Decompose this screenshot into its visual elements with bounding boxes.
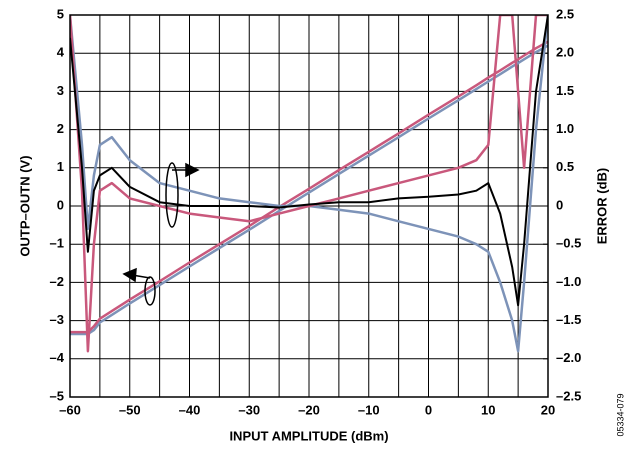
y-tick-label: –1 bbox=[50, 236, 64, 251]
annotations bbox=[122, 162, 200, 306]
y-tick-label: –2 bbox=[50, 274, 64, 289]
y-axis-label: OUTP–OUTN (V) bbox=[17, 155, 32, 256]
y2-tick-label: 2.5 bbox=[556, 6, 574, 21]
y2-tick-label: –2.0 bbox=[556, 350, 581, 365]
x-tick-label: 10 bbox=[481, 402, 495, 417]
y-tick-label: 1 bbox=[57, 159, 64, 174]
x-tick-label: –50 bbox=[119, 402, 141, 417]
ellipse bbox=[144, 276, 156, 306]
y2-axis-label: ERROR (dB) bbox=[594, 168, 609, 245]
plot-frame bbox=[69, 14, 549, 398]
y-tick-label: –4 bbox=[50, 350, 65, 365]
arrowhead bbox=[185, 162, 200, 178]
x-tick-label: 20 bbox=[541, 402, 555, 417]
x-tick-label: –10 bbox=[358, 402, 380, 417]
y2-tick-label: 0.5 bbox=[556, 159, 574, 174]
series-line bbox=[70, 15, 548, 353]
y-tick-label: 5 bbox=[57, 6, 64, 21]
series-line bbox=[70, 15, 548, 353]
y2-tick-label: 0 bbox=[556, 197, 563, 212]
x-axis-label: INPUT AMPLITUDE (dBm) bbox=[229, 428, 388, 443]
series-line bbox=[70, 44, 548, 336]
y-tick-label: 2 bbox=[57, 121, 64, 136]
y2-tick-label: –2.5 bbox=[556, 388, 581, 403]
y2-tick-label: 2.0 bbox=[556, 45, 574, 60]
series-line bbox=[70, 15, 548, 307]
arrowhead bbox=[122, 267, 137, 283]
x-tick-label: 0 bbox=[425, 402, 432, 417]
x-tick-label: –30 bbox=[238, 402, 260, 417]
y2-tick-label: 1.0 bbox=[556, 121, 574, 136]
ellipse bbox=[165, 162, 179, 228]
y2-tick-label: –1.0 bbox=[556, 274, 581, 289]
y-tick-label: –5 bbox=[50, 388, 64, 403]
series-line bbox=[70, 40, 548, 334]
figure-id: 05334-079 bbox=[615, 393, 625, 436]
x-tick-label: –20 bbox=[298, 402, 320, 417]
y2-tick-label: –1.5 bbox=[556, 312, 581, 327]
x-tick-label: –60 bbox=[59, 402, 81, 417]
y2-tick-label: –0.5 bbox=[556, 236, 581, 251]
x-tick-label: –40 bbox=[179, 402, 201, 417]
y-tick-label: 4 bbox=[57, 45, 65, 60]
y2-tick-label: 1.5 bbox=[556, 83, 574, 98]
y-tick-label: 0 bbox=[57, 197, 64, 212]
y-tick-label: 3 bbox=[57, 83, 64, 98]
y-tick-label: –3 bbox=[50, 312, 64, 327]
